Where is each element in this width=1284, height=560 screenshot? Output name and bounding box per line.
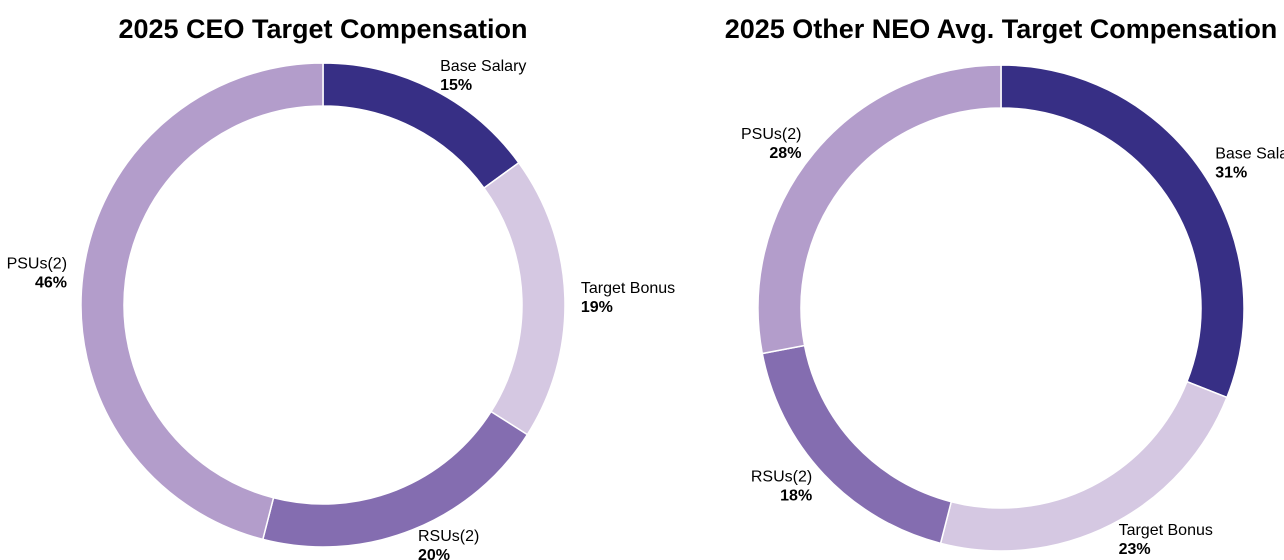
- segment-label: Target Bonus: [581, 280, 675, 297]
- segment-value: 20%: [418, 547, 450, 560]
- donut-segment: [1000, 64, 1245, 399]
- segment-label: Target Bonus: [1119, 522, 1213, 539]
- segment-label: Base Salary: [1215, 145, 1284, 162]
- segment-value: 46%: [35, 275, 67, 292]
- segment-label: PSUs(2): [7, 256, 67, 273]
- segment-label: RSUs(2): [418, 528, 479, 545]
- segment-label: RSUs(2): [751, 468, 812, 485]
- donut-segment: [322, 62, 520, 190]
- donut-segment: [261, 410, 529, 548]
- segment-value: 23%: [1119, 541, 1151, 558]
- segment-label: PSUs(2): [741, 126, 801, 143]
- segment-value: 18%: [780, 487, 812, 504]
- chart-title: 2025 CEO Target Compensation: [118, 14, 527, 44]
- segment-value: 31%: [1215, 164, 1247, 181]
- segment-value: 15%: [440, 77, 472, 94]
- donut-segment: [757, 64, 1002, 355]
- donut-segment: [761, 344, 953, 545]
- chart-title: 2025 Other NEO Avg. Target Compensation: [725, 14, 1278, 44]
- donut-segment: [80, 62, 324, 541]
- segment-value: 28%: [769, 145, 801, 162]
- segment-label: Base Salary: [440, 58, 526, 75]
- donut-segment: [482, 161, 566, 436]
- segment-value: 19%: [581, 299, 613, 316]
